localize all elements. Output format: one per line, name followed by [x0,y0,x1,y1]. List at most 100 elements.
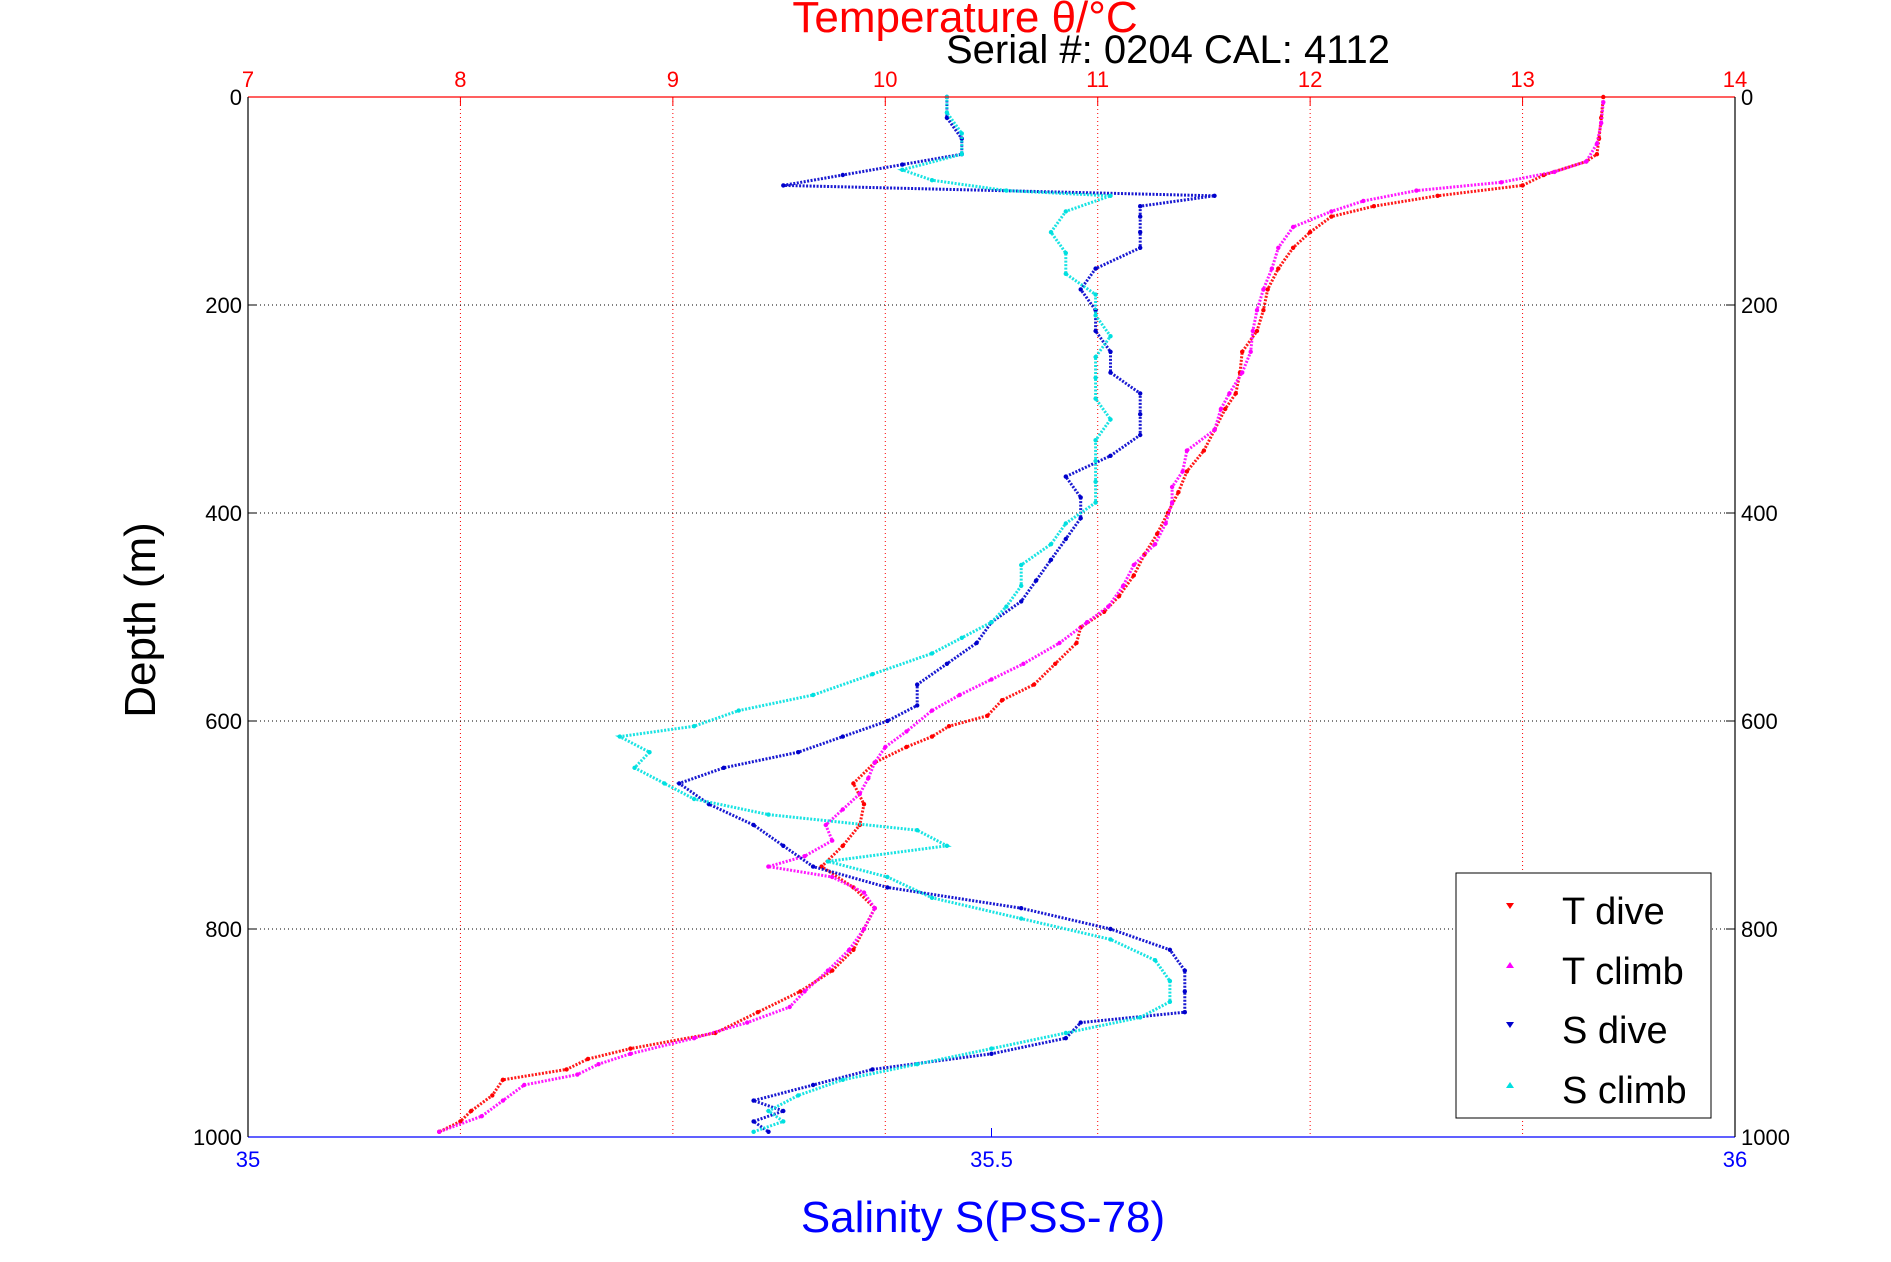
data-point-s-dive-46 [1167,947,1173,952]
data-point-s-dive-11 [1138,245,1143,250]
data-point-t-climb-4 [575,1072,580,1077]
tick-label-depth-left-0: 0 [230,85,242,110]
data-point-t-dive-13 [1265,287,1270,292]
data-point-s-climb-23 [647,750,652,755]
data-point-t-climb-10 [802,989,807,994]
data-point-s-dive-19 [1138,412,1143,417]
legend-label-s-climb: S climb [1562,1070,1687,1112]
data-point-s-dive-37 [721,765,726,770]
data-point-t-climb-57 [1552,169,1557,175]
data-point-s-climb-51 [1063,209,1069,214]
tick-label-depth-right-400: 400 [1741,501,1778,526]
legend-label-t-dive: T dive [1562,891,1665,933]
data-point-s-climb-34 [1019,562,1024,568]
data-point-s-dive-26 [1048,557,1054,562]
tick-label-depth-right-1000: 1000 [1741,1125,1790,1150]
data-point-t-climb-26 [904,729,909,734]
data-point-s-climb-4 [840,1077,845,1083]
data-point-s-dive-13 [1078,287,1083,292]
data-point-s-dive-41 [781,843,786,848]
legend-item-s-dive: S dive [1506,1010,1668,1052]
series-s-climb [614,94,1173,1135]
data-point-s-climb-19 [766,812,771,817]
data-point-t-climb-55 [1414,188,1419,193]
data-point-s-dive-35 [840,734,845,739]
series-layer [437,94,1606,1135]
data-point-s-climb-35 [1048,542,1054,547]
data-point-s-climb-3 [796,1093,801,1098]
legend-marker-s-dive [1506,1022,1514,1028]
data-point-s-dive-22 [1063,474,1069,479]
chart-subtitle: Serial #: 0204 CAL: 4112 [946,28,1390,72]
data-point-t-climb-19 [830,838,835,843]
data-point-t-dive-31 [1074,640,1079,646]
data-point-s-climb-33 [1019,583,1024,588]
data-point-s-climb-37 [1093,500,1098,505]
data-point-t-climb-5 [596,1062,601,1067]
data-point-s-climb-44 [1093,354,1098,360]
tick-label-depth-left-600: 600 [205,709,242,734]
data-point-t-climb-3 [522,1082,527,1088]
data-point-t-dive-34 [999,698,1005,703]
tick-label-depth-right-0: 0 [1741,85,1753,110]
data-point-t-climb-31 [1057,640,1062,646]
data-point-s-climb-15 [885,874,890,880]
data-point-t-dive-15 [1254,328,1260,334]
data-point-t-dive-33 [1031,682,1037,687]
data-point-s-dive-10 [1138,230,1143,235]
data-point-t-dive-41 [861,802,867,807]
tick-label-temperature-9: 9 [667,67,679,92]
data-point-t-dive-21 [1201,448,1207,453]
data-point-s-climb-53 [1004,188,1009,193]
data-point-t-dive-58 [468,1108,474,1114]
data-point-s-dive-55 [751,1098,756,1103]
data-point-t-dive-11 [1290,245,1296,250]
data-point-t-climb-17 [766,864,771,869]
data-point-t-dive-10 [1307,230,1313,235]
data-point-s-climb-39 [1093,458,1098,464]
data-point-t-climb-54 [1361,198,1366,204]
data-point-t-climb-36 [1152,542,1158,547]
data-point-t-dive-40 [851,781,856,786]
tick-label-depth-left-400: 400 [205,501,242,526]
data-point-s-climb-46 [1093,313,1098,318]
data-point-s-dive-20 [1138,432,1143,438]
data-point-s-dive-58 [766,1129,771,1135]
data-point-s-climb-18 [915,828,920,833]
data-point-t-climb-29 [989,677,994,682]
data-point-s-dive-6 [781,183,786,188]
data-point-s-climb-54 [929,178,935,183]
data-point-t-dive-50 [798,989,803,994]
data-point-t-climb-0 [437,1129,442,1135]
data-point-t-climb-24 [872,760,877,765]
data-point-t-climb-9 [787,1004,792,1010]
data-point-s-climb-30 [959,635,964,640]
series-s-dive [675,94,1217,1135]
data-point-t-dive-22 [1184,469,1190,474]
tick-label-depth-left-1000: 1000 [193,1125,242,1150]
tick-label-salinity-36: 36 [1723,1147,1747,1172]
data-point-s-climb-58 [944,110,950,115]
data-point-s-climb-12 [1108,937,1113,942]
data-point-s-dive-24 [1078,516,1083,521]
data-point-t-dive-56 [500,1077,506,1083]
tick-label-temperature-12: 12 [1298,67,1322,92]
data-point-s-climb-52 [1108,193,1113,198]
data-point-s-dive-1 [944,115,950,121]
legend-item-t-dive: T dive [1506,891,1665,933]
data-point-s-dive-17 [1108,370,1113,375]
data-point-t-dive-6 [1520,183,1525,188]
series-trace-s-climb [614,97,1172,1134]
tick-label-temperature-8: 8 [454,67,466,92]
data-point-s-climb-14 [929,895,935,900]
data-point-s-climb-42 [1093,396,1098,401]
legend-item-t-climb: T climb [1506,951,1684,993]
data-point-s-dive-7 [1212,193,1217,198]
data-point-s-climb-48 [1063,271,1069,276]
data-point-s-dive-36 [796,750,801,755]
data-point-s-dive-40 [751,822,756,828]
data-point-t-climb-53 [1329,209,1334,214]
data-point-s-climb-1 [781,1119,786,1124]
series-t-climb [437,100,1606,1135]
data-point-s-climb-28 [870,672,875,677]
